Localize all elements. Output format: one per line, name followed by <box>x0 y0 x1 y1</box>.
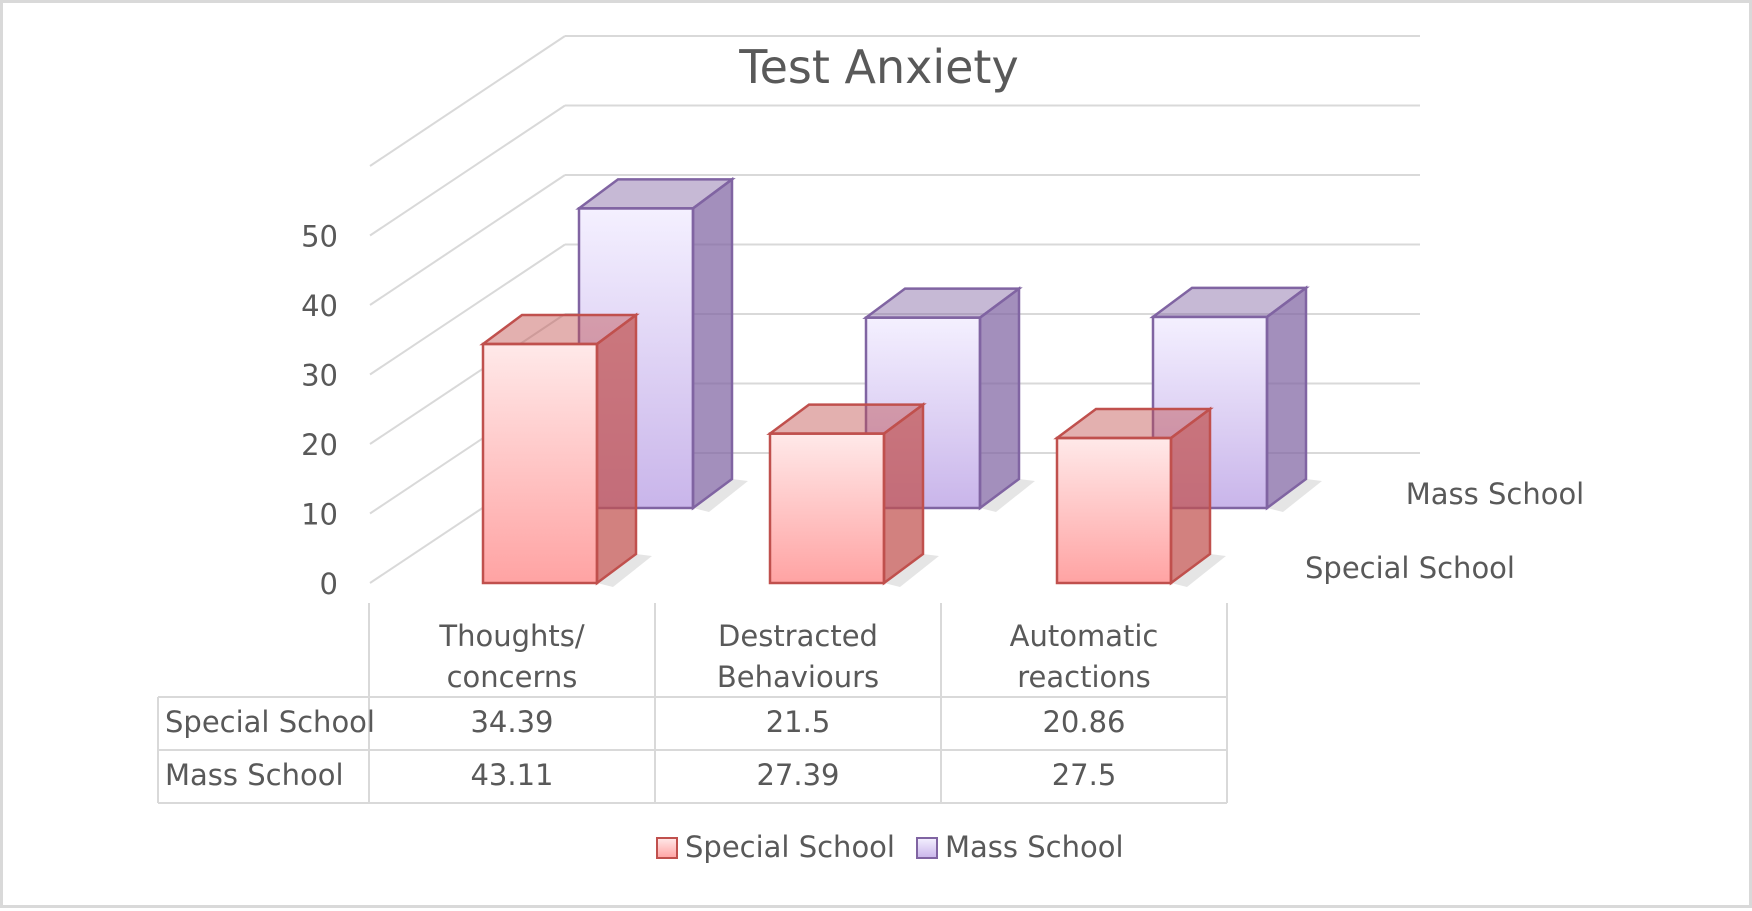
legend-label: Mass School <box>945 830 1124 864</box>
y-tick-label: 20 <box>301 428 338 462</box>
bar-shadow <box>597 554 652 587</box>
table-cell-value: 27.5 <box>1052 758 1117 792</box>
bar-side-face <box>691 176 734 511</box>
bar-shadow <box>1171 554 1226 587</box>
bar-top-face <box>862 287 1023 319</box>
category-label: Behaviours <box>717 660 879 694</box>
category-label: Automatic <box>1010 619 1159 653</box>
table-cell-value: 21.5 <box>766 705 831 739</box>
bar-top-face <box>575 178 736 210</box>
bar-special-1[interactable] <box>766 402 939 587</box>
bar-shadow <box>693 479 748 512</box>
table-cell-value: 43.11 <box>470 758 553 792</box>
legend-item-mass[interactable]: Mass School <box>916 830 1124 864</box>
y-tick-label: 30 <box>301 359 338 393</box>
bar-side-face <box>978 286 1021 511</box>
bar-shadow <box>884 554 939 587</box>
legend-swatch <box>916 837 938 859</box>
category-label: Thoughts/ <box>438 619 584 653</box>
legend-label: Special School <box>685 830 895 864</box>
depth-label-special: Special School <box>1305 551 1515 585</box>
bar-shadow <box>1267 479 1322 512</box>
table-cell-value: 34.39 <box>470 705 553 739</box>
bar-side-face <box>882 402 925 586</box>
bar-top-face <box>766 403 927 435</box>
y-tick-label: 10 <box>301 498 338 532</box>
gridline-side <box>369 104 566 237</box>
category-label: concerns <box>447 660 578 694</box>
bar-front-face <box>1055 436 1173 585</box>
gridline-side <box>369 35 566 167</box>
y-tick-label: 50 <box>301 220 338 254</box>
bar-top-face <box>479 313 640 346</box>
bar-shadow <box>980 479 1035 512</box>
bar-front-face <box>768 432 886 585</box>
gridline-side <box>369 243 566 376</box>
bar-front-face <box>481 342 599 585</box>
bar-top-face <box>1053 407 1214 440</box>
bar-side-face <box>1265 285 1308 511</box>
bar-side-face <box>595 312 638 586</box>
legend-swatch <box>656 837 678 859</box>
bar-special-0[interactable] <box>479 312 652 587</box>
gridline-side <box>369 313 566 445</box>
category-label: Destracted <box>718 619 878 653</box>
table-cell-value: 20.86 <box>1042 705 1125 739</box>
bar-special-2[interactable] <box>1053 406 1226 587</box>
gridline-side <box>369 174 566 306</box>
table-row-label: Mass School <box>165 758 344 792</box>
y-tick-label: 0 <box>320 567 338 601</box>
chart-title: Test Anxiety <box>738 40 1018 94</box>
bar-top-face <box>1149 286 1310 319</box>
legend-item-special[interactable]: Special School <box>656 830 895 864</box>
depth-label-mass: Mass School <box>1406 477 1585 511</box>
category-label: reactions <box>1017 660 1151 694</box>
chart-canvas: 0 10 20 30 40 50 Test Anxiety Mass School Specia… <box>157 35 1585 864</box>
table-row-label: Special School <box>165 705 375 739</box>
y-tick-label: 40 <box>301 289 338 323</box>
table-cell-value: 27.39 <box>756 758 839 792</box>
